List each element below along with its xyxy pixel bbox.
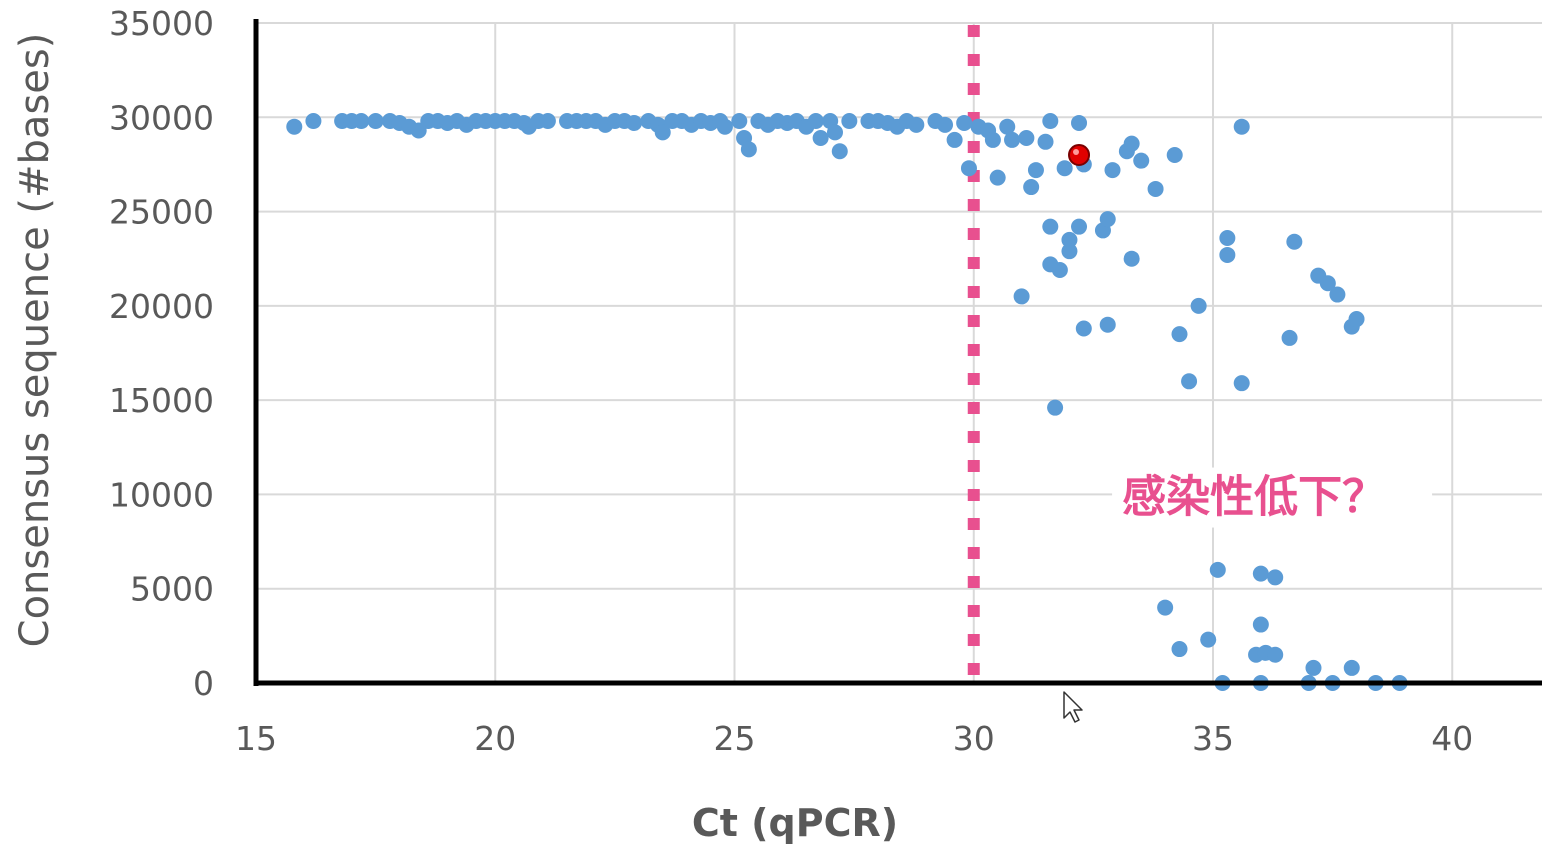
highlight-point-shine — [1073, 149, 1080, 155]
y-tick-label: 0 — [193, 664, 214, 703]
data-point — [1305, 659, 1322, 676]
data-point — [1023, 179, 1040, 196]
data-point — [716, 118, 733, 135]
data-point — [1157, 599, 1174, 616]
data-point — [731, 113, 748, 130]
data-point — [908, 116, 925, 133]
data-point — [956, 114, 973, 131]
data-point — [1171, 326, 1188, 343]
data-point — [1252, 565, 1269, 582]
data-point — [1147, 180, 1164, 197]
annotation-label: 感染性低下？ — [1122, 472, 1386, 523]
data-point — [1037, 133, 1054, 150]
data-point — [305, 113, 322, 130]
data-point — [1061, 243, 1078, 260]
data-point — [1061, 231, 1078, 248]
data-point — [1252, 616, 1269, 633]
data-point — [1171, 641, 1188, 658]
data-point — [1104, 162, 1121, 179]
data-point — [1051, 262, 1068, 279]
y-tick-label: 10000 — [109, 475, 214, 514]
data-point — [1281, 329, 1298, 346]
highlight-point — [1068, 144, 1091, 166]
data-point — [1071, 114, 1088, 131]
data-point — [1348, 311, 1365, 328]
y-tick-label: 20000 — [109, 287, 214, 326]
data-point — [1286, 233, 1303, 250]
data-points — [286, 113, 1408, 691]
x-axis-label: Ct (qPCR) — [692, 801, 898, 845]
data-point — [1233, 375, 1250, 392]
data-point — [1013, 288, 1030, 305]
data-point — [1099, 211, 1116, 228]
data-point — [626, 114, 643, 131]
y-tick-label: 5000 — [130, 570, 214, 609]
y-tick-label: 30000 — [109, 98, 214, 137]
data-point — [1329, 286, 1346, 303]
data-point — [1181, 373, 1198, 390]
x-tick-label: 30 — [953, 719, 995, 758]
threshold-line — [967, 25, 1433, 683]
data-point — [807, 113, 824, 130]
x-tick-label: 40 — [1431, 719, 1473, 758]
y-tick-label: 25000 — [109, 193, 214, 232]
data-point — [1047, 399, 1064, 416]
tick-labels: 0 5000 10000 15000 20000 25000 30000 35000 15 20 2… — [109, 4, 1473, 758]
data-point — [1319, 275, 1336, 292]
data-point — [740, 141, 757, 158]
data-point — [841, 113, 858, 130]
data-point — [937, 116, 954, 133]
data-point — [1343, 659, 1360, 676]
x-tick-label: 15 — [235, 719, 277, 758]
x-tick-label: 35 — [1192, 719, 1234, 758]
data-point — [1209, 561, 1226, 578]
data-point — [1123, 135, 1140, 152]
data-point — [539, 113, 556, 130]
data-point — [353, 113, 370, 130]
axes — [253, 19, 1542, 686]
data-point — [1004, 131, 1021, 148]
data-point — [946, 131, 963, 148]
data-point — [1233, 118, 1250, 135]
x-tick-label: 20 — [474, 719, 516, 758]
annotation-background — [1112, 467, 1433, 528]
y-axis-label: Consensus sequence (#bases) — [12, 33, 58, 648]
data-point — [1267, 569, 1284, 586]
data-point — [367, 113, 384, 130]
y-tick-label: 35000 — [109, 4, 214, 43]
data-point — [654, 124, 671, 141]
data-point — [1075, 320, 1092, 337]
data-point — [1042, 218, 1059, 235]
mouse-cursor-icon — [1063, 691, 1083, 723]
data-point — [1267, 646, 1284, 663]
data-point — [812, 130, 829, 147]
data-point — [826, 124, 843, 141]
data-point — [1056, 160, 1073, 177]
x-tick-label: 25 — [714, 719, 756, 758]
data-point — [984, 131, 1001, 148]
data-point — [831, 143, 848, 160]
data-point — [1133, 152, 1150, 169]
data-point — [1071, 218, 1088, 235]
data-point — [1190, 297, 1207, 314]
y-tick-label: 15000 — [109, 381, 214, 420]
data-point — [1099, 316, 1116, 333]
data-point — [989, 169, 1006, 186]
data-point — [1042, 113, 1059, 130]
data-point — [1219, 229, 1236, 246]
data-point — [1166, 147, 1183, 163]
data-point — [1027, 162, 1044, 179]
data-point — [1200, 631, 1217, 648]
data-point — [960, 160, 977, 177]
data-point — [1123, 250, 1140, 267]
data-point — [999, 118, 1016, 135]
data-point — [1219, 246, 1236, 263]
data-point — [1018, 130, 1035, 147]
data-point — [286, 118, 303, 135]
